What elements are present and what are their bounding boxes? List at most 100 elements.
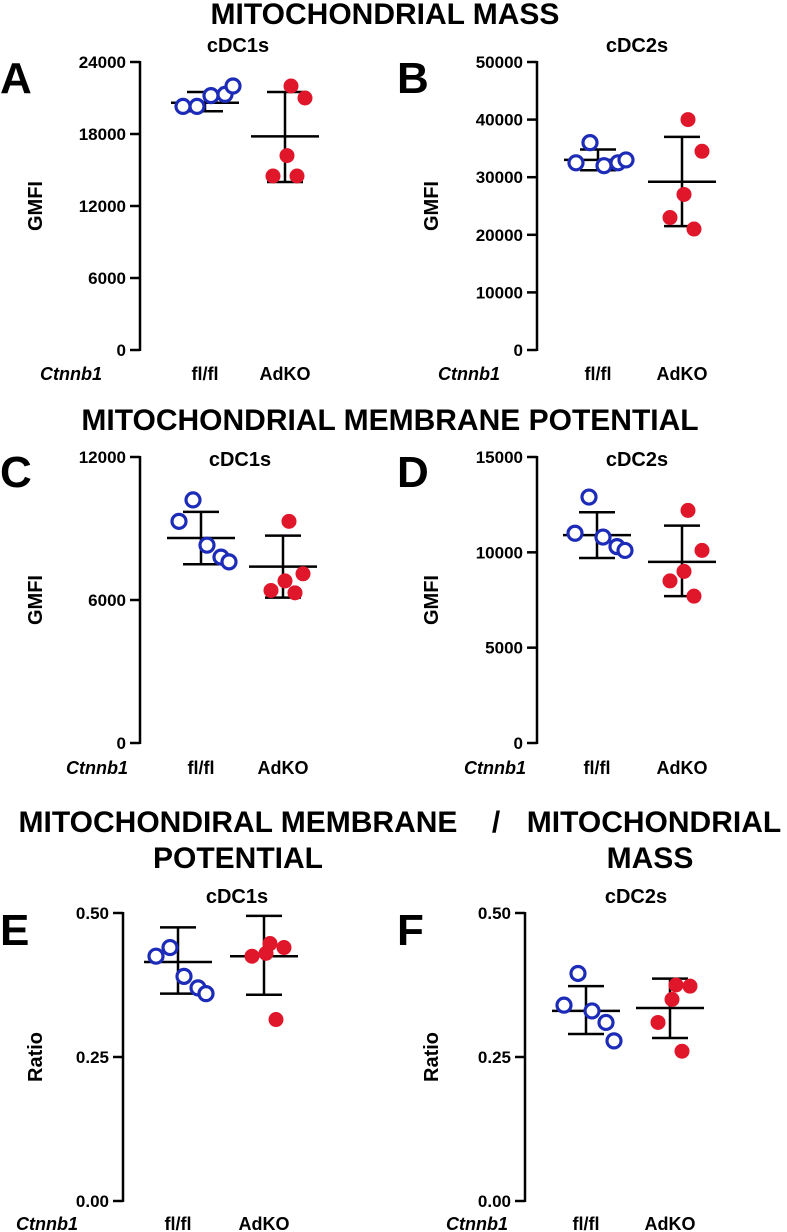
- data-point: [650, 1014, 666, 1030]
- x-category-label: AdKO: [645, 1214, 696, 1232]
- data-point: [682, 978, 698, 994]
- data-point: [244, 948, 260, 964]
- x-axis-gene-label: Ctnnb1: [40, 364, 102, 384]
- series-adko: [249, 513, 317, 601]
- data-point: [281, 513, 297, 529]
- data-point: [566, 524, 584, 542]
- section-title-ratio-slash: /: [492, 806, 501, 839]
- data-point: [174, 97, 192, 116]
- y-tick-label: 50000: [476, 53, 523, 72]
- series-adko: [251, 78, 319, 184]
- panel-title: cDC2s: [606, 449, 668, 471]
- data-point: [202, 86, 220, 105]
- data-point: [197, 985, 215, 1003]
- y-tick-label: 15000: [476, 448, 523, 467]
- data-point: [595, 157, 613, 175]
- data-point: [188, 97, 206, 116]
- x-axis-gene-label: Ctnnb1: [438, 364, 500, 384]
- data-point: [617, 151, 635, 169]
- x-category-label: fl/fl: [188, 758, 215, 778]
- section-title-ratio-left-line1: MITOCHONDIRAL MEMBRANE: [19, 806, 458, 839]
- data-point: [668, 977, 684, 993]
- y-tick-label: 0.00: [478, 1192, 511, 1211]
- y-tick-label: 0: [514, 341, 523, 360]
- x-category-label: fl/fl: [584, 758, 611, 778]
- series-flfl: [552, 964, 623, 1050]
- series-flfl: [564, 134, 635, 175]
- data-point: [184, 491, 202, 509]
- y-axis-label: GMFI: [421, 575, 443, 625]
- data-point: [616, 541, 634, 560]
- data-point: [287, 585, 303, 601]
- data-point: [276, 940, 292, 956]
- data-point: [674, 1043, 690, 1059]
- panel-letter: E: [0, 906, 29, 955]
- data-point: [605, 1032, 623, 1050]
- section-title-ratio-right-line1: MITOCHONDRIAL: [527, 806, 781, 839]
- data-point: [662, 210, 678, 226]
- y-tick-label: 30000: [476, 168, 523, 187]
- data-point: [555, 996, 573, 1014]
- data-point: [277, 573, 293, 589]
- data-point: [569, 964, 587, 983]
- y-tick-label: 24000: [79, 53, 126, 72]
- data-point: [583, 1002, 601, 1020]
- y-tick-label: 6000: [88, 269, 126, 288]
- panel-letter: F: [397, 906, 424, 955]
- y-tick-label: 0: [117, 341, 126, 360]
- series-adko: [636, 977, 704, 1059]
- data-point: [694, 542, 710, 558]
- data-point: [283, 78, 299, 94]
- section-title-mass: MITOCHONDRIAL MASS: [211, 0, 560, 31]
- series-adko: [648, 112, 716, 237]
- data-point: [265, 168, 281, 184]
- y-tick-label: 40000: [476, 111, 523, 130]
- data-point: [662, 573, 678, 589]
- section-title-ratio-right-line2: MASS: [607, 842, 694, 875]
- x-category-label: AdKO: [239, 1214, 290, 1232]
- data-point: [580, 488, 598, 506]
- data-point: [686, 588, 702, 604]
- data-point: [694, 143, 710, 159]
- data-point: [581, 134, 599, 152]
- data-point: [289, 168, 305, 184]
- x-axis-gene-label: Ctnnb1: [66, 758, 128, 778]
- section-title-ratio-left-line2: POTENTIAL: [153, 842, 323, 875]
- data-point: [220, 553, 238, 571]
- x-axis-gene-label: Ctnnb1: [464, 758, 526, 778]
- y-tick-label: 0.50: [76, 904, 109, 923]
- x-axis-gene-label: Ctnnb1: [446, 1214, 508, 1232]
- y-tick-label: 12000: [79, 448, 126, 467]
- data-point: [686, 221, 702, 237]
- x-axis-gene-label: Ctnnb1: [16, 1214, 78, 1232]
- y-tick-label: 0: [514, 734, 523, 753]
- data-point: [279, 148, 295, 164]
- series-adko: [230, 914, 298, 1028]
- y-tick-label: 0: [117, 734, 126, 753]
- data-point: [175, 967, 193, 985]
- data-point: [567, 154, 585, 172]
- panel-letter: D: [397, 448, 429, 497]
- data-point: [198, 536, 216, 554]
- data-point: [161, 938, 179, 957]
- x-category-label: fl/fl: [573, 1214, 600, 1232]
- data-point: [594, 528, 612, 546]
- y-tick-label: 0.50: [478, 904, 511, 923]
- data-point: [297, 90, 313, 106]
- y-tick-label: 5000: [485, 639, 523, 658]
- data-point: [680, 502, 696, 518]
- data-point: [263, 582, 279, 598]
- y-tick-label: 0.25: [76, 1048, 109, 1067]
- data-point: [224, 77, 242, 95]
- series-flfl: [144, 926, 215, 1003]
- y-tick-label: 18000: [79, 125, 126, 144]
- data-point: [676, 186, 692, 202]
- panel-title: cDC2s: [605, 886, 667, 908]
- y-axis-label: GMFI: [25, 575, 47, 625]
- panel-title: cDC1s: [206, 886, 268, 908]
